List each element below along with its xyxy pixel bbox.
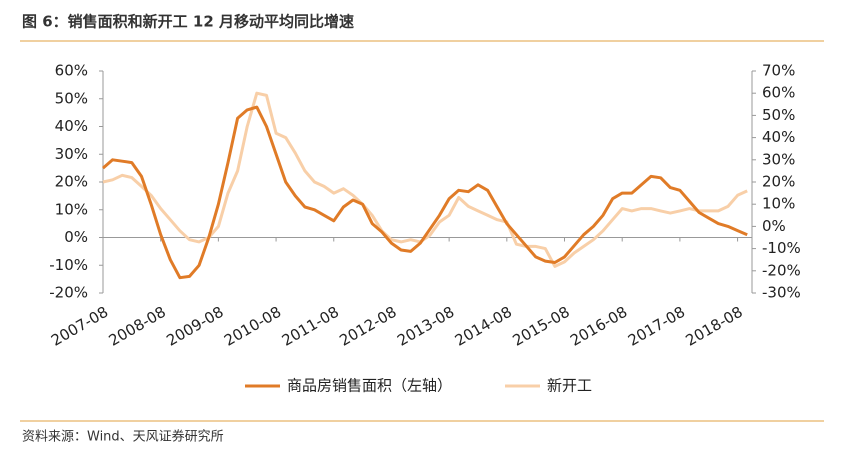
y-tick-label: 10%: [55, 200, 88, 218]
y2-tick-label: -30%: [762, 284, 801, 302]
y-tick-label: -10%: [49, 256, 88, 274]
x-tick-label: 2007-08: [48, 303, 111, 350]
x-tick-label: 2018-08: [683, 303, 746, 350]
legend-label: 新开工: [547, 377, 592, 395]
x-tick-label: 2009-08: [163, 303, 226, 350]
series-line: [102, 91, 748, 268]
series-line: [102, 105, 748, 280]
x-tick-label: 2013-08: [394, 303, 457, 350]
y-tick-label: 50%: [55, 89, 88, 107]
y-tick-label: 30%: [55, 145, 88, 163]
y2-tick-label: 30%: [762, 150, 795, 168]
source: 资料来源：Wind、天风证券研究所: [22, 429, 224, 445]
legend-label: 商品房销售面积（左轴）: [287, 377, 452, 395]
y-tick-label: -20%: [49, 284, 88, 302]
y2-tick-label: -20%: [762, 261, 801, 279]
y2-tick-label: 0%: [762, 217, 786, 235]
x-tick-label: 2012-08: [336, 303, 399, 350]
x-tick-label: 2017-08: [625, 303, 688, 350]
x-tick-label: 2011-08: [279, 303, 342, 350]
y2-tick-label: 70%: [762, 62, 795, 80]
x-tick-label: 2010-08: [221, 303, 284, 350]
x-tick-label: 2008-08: [106, 303, 169, 350]
y2-tick-label: 60%: [762, 84, 795, 102]
y2-tick-label: -10%: [762, 239, 801, 257]
y-tick-label: 40%: [55, 117, 88, 135]
chart-title: 图 6：销售面积和新开工 12 月移动平均同比增速: [22, 13, 354, 31]
x-tick-label: 2014-08: [452, 303, 515, 350]
y-tick-label: 20%: [55, 173, 88, 191]
y2-tick-label: 20%: [762, 173, 795, 191]
y-tick-label: 60%: [55, 62, 88, 80]
y-tick-label: 0%: [64, 228, 88, 246]
y2-tick-label: 40%: [762, 128, 795, 146]
x-tick-label: 2015-08: [509, 303, 572, 350]
y2-tick-label: 50%: [762, 106, 795, 124]
x-tick-label: 2016-08: [567, 303, 630, 350]
y2-tick-label: 10%: [762, 195, 795, 213]
